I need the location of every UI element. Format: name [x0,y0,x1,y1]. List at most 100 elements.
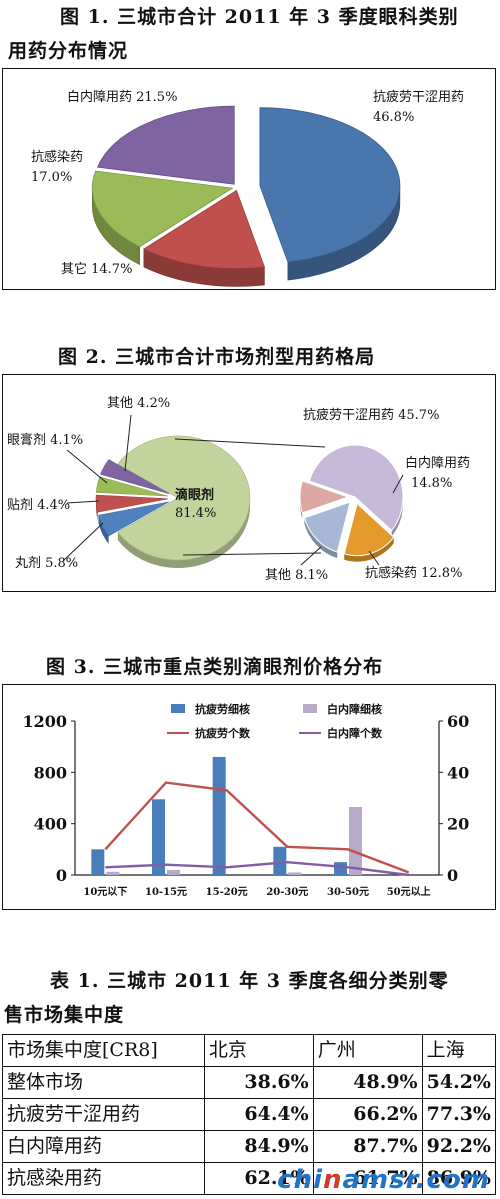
table-cell: 38.6% [203,1066,314,1099]
pie2-slice-top [98,501,169,537]
pie1-label-anti-infection: 抗感染药 [31,149,83,165]
pie2-breakdown-label-other: 其他 8.1% [265,568,328,583]
pie2-breakdown-top [308,444,404,532]
pie2-breakdown-label-anti-infection: 抗感染药 12.8% [365,565,462,581]
pie2-breakdown-leader-cataract [392,474,404,494]
pie2-breakdown-slice-anti-fatigue [308,444,404,537]
pie2-slice-top [100,459,170,494]
pie2-slice-patches [95,494,169,521]
pie2-value-eye-drops: 81.4% [175,506,216,521]
fig3-line-cataract-count [105,860,409,877]
pie2-breakdown-slice-other [299,480,350,519]
watermark-logo[interactable]: chinamsr.com [277,1165,490,1195]
pie1-label-cataract: 白内障用药 21.5% [67,89,177,105]
pie2-breakdown-top [303,501,351,553]
fig3-legend-label-anti-fatigue-bar: 抗疲劳细核 [195,702,250,716]
fig2-chart-frame: 滴眼剂 81.4% 其他 4.2% 眼膏剂 4.1% 贴剂 4.4% 丸剂 5.8% 抗疲劳… [2,374,496,592]
fig3-title: 图 3. 三城市重点类别滴眼剂价格分布 [46,656,384,678]
fig3-bar-cataract [288,872,302,875]
fig3-right-tick-label: 20 [447,815,469,834]
table-cell: 87.7% [312,1130,423,1163]
fig3-legend-swatch-cataract-bar [303,704,317,713]
pie2-label-eye-drops: 滴眼剂 [175,487,214,503]
pie2-slice-other [100,459,170,494]
table-row-label: 整体市场 [2,1066,205,1099]
pie1-value-anti-infection: 17.0% [31,170,72,185]
fig3-legend-label-cataract-line: 白内障个数 [327,726,383,740]
fig3-bar-anti-fatigue [91,849,105,875]
fig3-left-tick-label: 800 [34,763,67,782]
table-row: 整体市场 38.6% 48.9% 54.2% [2,1066,497,1099]
pie2-breakdown-top [299,480,350,514]
pie2-label-ointment: 眼膏剂 4.1% [7,432,83,448]
pie2-label-pills: 丸剂 5.8% [15,556,78,571]
pie2-slice-top [95,494,169,513]
pie1-slice-anti-infection [91,170,234,266]
pie2-connector-top [174,438,326,448]
table1-title-line1: 表 1. 三城市 2011 年 3 季度各细分类别零 [50,970,449,992]
table-header-cell: 广州 [312,1034,423,1067]
pie2-slice-side [98,515,109,544]
pie2-breakdown-value-cataract: 14.8% [411,476,452,491]
fig3-chart-frame: 0 400 800 1200 0 20 40 60 10元以下 10-15元 15-20元 20-30… [2,684,496,910]
pie2-breakdown-side [304,517,338,559]
table-cell: 86.9% [421,1162,497,1195]
fig3-x-tick-label: 30-50元 [327,886,369,898]
fig3-right-tick-label: 60 [447,712,469,731]
pie1-slice-top [143,189,265,269]
fig3-bar-anti-fatigue [334,862,347,875]
fig3-line-anti-fatigue-count [104,781,410,874]
pie1-slice-cataract [97,105,235,185]
fig3-bar-anti-fatigue [273,846,287,875]
pie2-breakdown-leader-anti-infection [368,550,380,566]
fig3-x-tick-label: 15-20元 [206,886,248,898]
fig1-pie-chart: 抗疲劳干涩用药 46.8% 其它 14.7% 抗感染药 17.0% 白内障用药 21.5% [31,89,464,287]
pie2-connector-bottom [182,552,322,556]
watermark-suffix: amsr.com [342,1165,490,1195]
pie1-slice-top [97,105,235,185]
pie1-label-anti-fatigue: 抗疲劳干涩用药 [373,89,464,105]
concentration-table: 市场集中度[CR8] 北京 广州 上海 整体市场 38.6% 48.9% 54.… [2,1034,497,1195]
pie1-slice-top [259,107,401,263]
fig1-title-line2: 用药分布情况 [8,40,129,62]
pie1-value-anti-fatigue: 46.8% [373,110,414,125]
pie2-label-other: 其他 4.2% [107,396,170,411]
pie2-main-group [95,435,251,568]
fig3-legend-swatch-anti-fatigue-bar [171,704,185,713]
fig3-right-tick-label: 0 [447,866,458,885]
pie2-breakdown-slice-anti-infection [303,501,351,559]
fig3-x-tick-label: 50元以上 [387,885,431,898]
pie1-slice-top [91,170,234,248]
table-cell: 66.2% [312,1098,423,1131]
pie1-label-other: 其它 14.7% [61,261,132,277]
fig3-right-tick-label: 40 [447,763,469,782]
pie2-breakdown-side [344,537,394,562]
pie1-slice-other [143,189,265,287]
watermark-highlight: n [323,1165,343,1195]
table-row-label: 抗疲劳干涩用药 [2,1098,205,1131]
pie2-slice-pills [98,501,169,544]
pie2-breakdown-leader-other [300,546,322,566]
table-header-cell: 市场集中度[CR8] [2,1034,205,1067]
fig3-legend-label-cataract-bar: 白内障细核 [327,702,382,716]
fig3-x-tick-label: 10-15元 [145,886,187,898]
table-cell: 77.3% [421,1098,497,1131]
fig3-left-tick-label: 0 [56,866,67,885]
pie2-leader-other [124,414,132,472]
pie2-breakdown-label-anti-fatigue: 抗疲劳干涩用药 45.7% [303,407,439,423]
fig3-left-tick-label: 1200 [22,712,67,731]
fig3-bar-anti-fatigue [152,799,165,875]
table-cell: 54.2% [421,1066,497,1099]
table-cell: 64.4% [203,1098,314,1131]
fig2-pie-chart: 滴眼剂 81.4% 其他 4.2% 眼膏剂 4.1% 贴剂 4.4% 丸剂 5.8% 抗疲劳… [7,396,470,583]
table-row-label: 白内障用药 [2,1130,205,1163]
pie2-breakdown-side [300,496,303,519]
table1-title-line2: 售市场集中度 [4,1004,125,1026]
table-cell: 62.1% [203,1162,314,1195]
fig3-left-tick-label: 400 [34,815,67,834]
fig3-bar-cataract [106,871,120,875]
table-row: 抗疲劳干涩用药 64.4% 66.2% 77.3% [2,1098,497,1131]
table-cell: 61.7% [312,1162,423,1195]
pie2-slice-top [117,435,251,561]
fig3-legend-label-anti-fatigue-line: 抗疲劳个数 [195,726,251,740]
